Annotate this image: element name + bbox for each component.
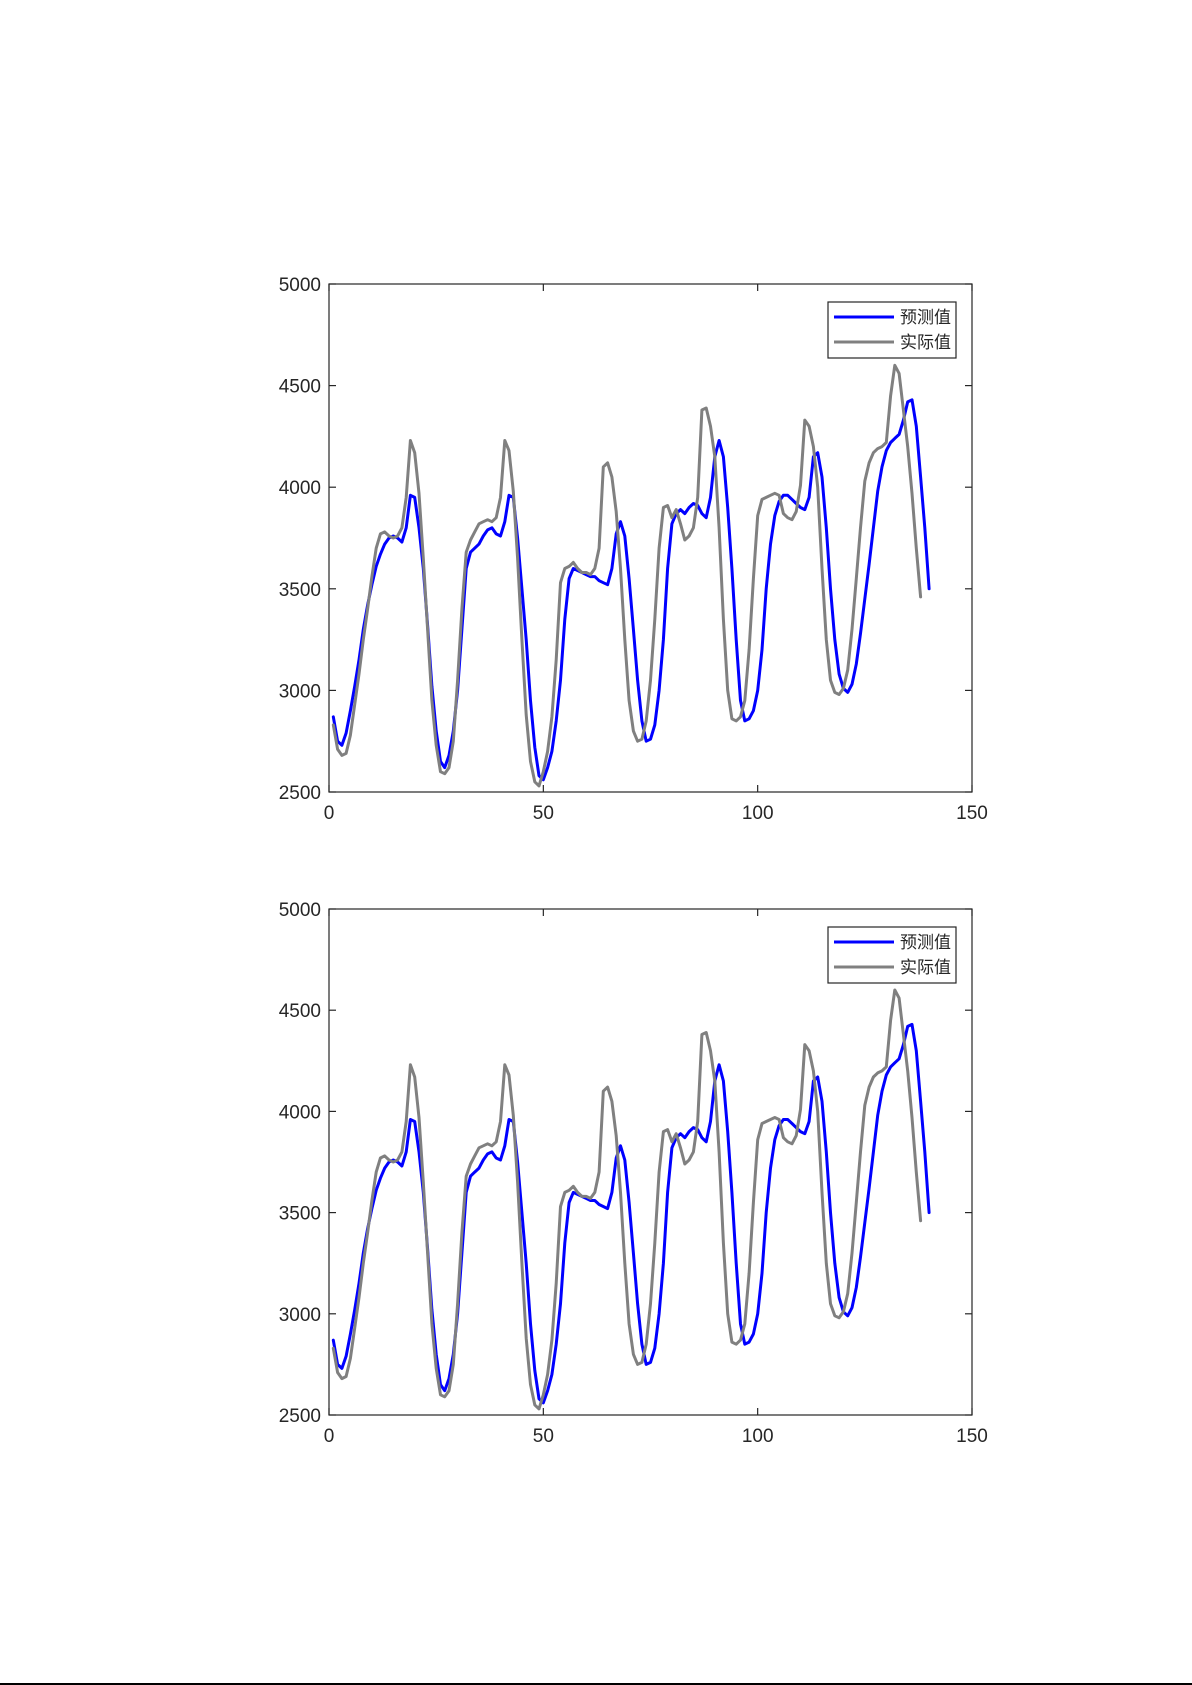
plot-frame [328,283,973,793]
legend-box [827,301,957,359]
legend-label: 实际值 [900,958,951,978]
y-tick-label: 2500 [279,1406,321,1427]
y-tick-label: 2500 [279,783,321,804]
plot-frame [328,908,973,1416]
legend-label: 预测值 [900,308,951,328]
legend-label: 预测值 [900,933,951,953]
y-tick-label: 3500 [279,1204,321,1225]
x-tick-label: 150 [956,803,988,824]
page-bottom-rule [0,1683,1192,1685]
x-tick-label: 0 [324,803,335,824]
series-line-actual [331,988,923,1411]
x-tick-label: 0 [324,1426,335,1447]
y-tick-label: 3500 [279,580,321,601]
y-tick-label: 3000 [279,1305,321,1326]
y-tick-label: 3000 [279,681,321,702]
legend-box [827,926,957,984]
x-tick-label: 50 [533,803,554,824]
y-tick-label: 4500 [279,1001,321,1022]
x-tick-label: 50 [533,1426,554,1447]
y-tick-label: 4500 [279,377,321,398]
y-tick-label: 4000 [279,1102,321,1123]
x-tick-label: 100 [742,803,774,824]
x-tick-label: 100 [742,1426,774,1447]
series-line-actual [331,363,923,788]
y-tick-label: 5000 [279,900,321,921]
legend-label: 实际值 [900,333,951,353]
y-tick-label: 4000 [279,478,321,499]
y-tick-label: 5000 [279,275,321,296]
x-tick-label: 150 [956,1426,988,1447]
